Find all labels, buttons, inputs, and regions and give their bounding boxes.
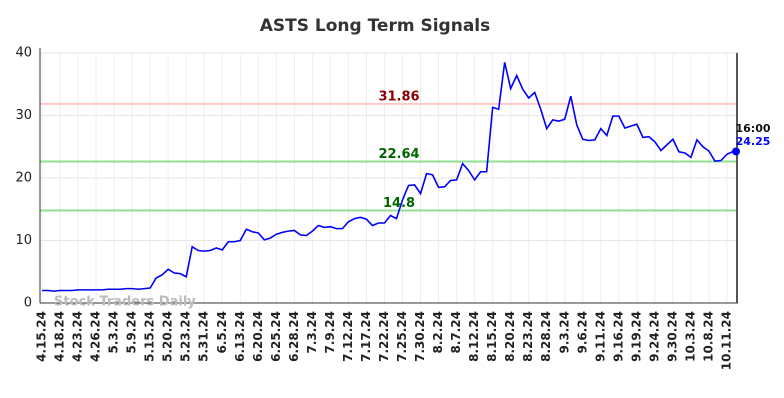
y-tick-label: 20 <box>15 171 32 186</box>
x-tick-label: 9.11.24 <box>593 311 607 362</box>
x-tick-label: 4.18.24 <box>53 311 67 362</box>
x-tick-label: 6.28.24 <box>287 311 301 362</box>
x-tick-label: 6.5.24 <box>215 311 229 354</box>
x-tick-label: 5.15.24 <box>143 311 157 362</box>
x-tick-label: 9.24.24 <box>647 311 661 362</box>
x-tick-label: 6.20.24 <box>251 311 265 362</box>
x-tick-label: 7.25.24 <box>395 311 409 362</box>
x-tick-label: 10.11.24 <box>719 311 733 370</box>
x-tick-label: 5.9.24 <box>125 311 139 354</box>
x-tick-label: 6.13.24 <box>233 311 247 362</box>
x-tick-label: 4.15.24 <box>35 311 49 362</box>
x-tick-label: 8.2.24 <box>431 311 445 354</box>
x-tick-label: 9.30.24 <box>665 311 679 362</box>
signal-label: 31.86 <box>378 89 419 104</box>
x-tick-label: 7.22.24 <box>377 311 391 362</box>
x-tick-label: 4.23.24 <box>71 311 85 362</box>
x-tick-label: 8.28.24 <box>539 311 553 362</box>
x-tick-label: 7.3.24 <box>305 311 319 354</box>
signal-label: 22.64 <box>378 147 419 162</box>
x-tick-label: 8.7.24 <box>449 311 463 354</box>
x-tick-label: 7.17.24 <box>359 311 373 362</box>
x-tick-label: 5.23.24 <box>179 311 193 362</box>
y-tick-label: 40 <box>15 46 32 61</box>
x-tick-label: 5.3.24 <box>107 311 121 354</box>
x-tick-label: 9.3.24 <box>557 311 571 354</box>
y-tick-label: 30 <box>15 108 32 123</box>
x-tick-label: 9.16.24 <box>611 311 625 362</box>
x-tick-label: 5.31.24 <box>197 311 211 362</box>
last-value-label: 24.25 <box>736 135 771 148</box>
x-tick-label: 5.20.24 <box>161 311 175 362</box>
x-tick-label: 8.15.24 <box>485 311 499 362</box>
last-point <box>732 147 740 156</box>
watermark: Stock Traders Daily <box>54 295 196 310</box>
x-tick-label: 9.19.24 <box>629 311 643 362</box>
x-tick-label: 8.23.24 <box>521 311 535 362</box>
y-tick-label: 0 <box>24 296 32 311</box>
x-tick-label: 4.26.24 <box>89 311 103 362</box>
x-tick-label: 6.25.24 <box>269 311 283 362</box>
end-time-label: 16:00 <box>735 122 770 135</box>
x-tick-label: 9.6.24 <box>575 311 589 354</box>
x-tick-label: 10.8.24 <box>701 311 715 362</box>
x-tick-label: 8.12.24 <box>467 311 481 362</box>
x-tick-label: 7.12.24 <box>341 311 355 362</box>
x-tick-label: 10.3.24 <box>683 311 697 362</box>
x-tick-label: 7.30.24 <box>413 311 427 362</box>
price-line <box>42 62 734 292</box>
chart-title: ASTS Long Term Signals <box>260 16 491 36</box>
x-tick-label: 8.20.24 <box>503 311 517 362</box>
signal-label: 14.8 <box>383 196 415 211</box>
x-tick-label: 7.9.24 <box>323 311 337 354</box>
y-tick-label: 10 <box>15 233 32 248</box>
